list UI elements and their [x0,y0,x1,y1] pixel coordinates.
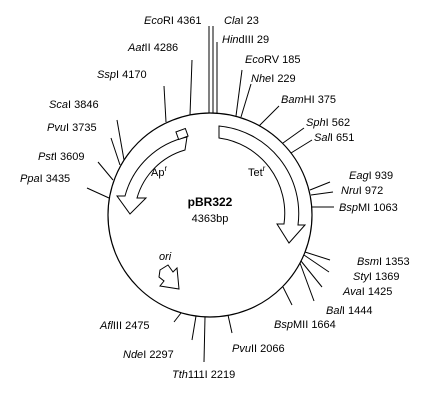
site-label-tth111i: Tth111I 2219 [172,369,235,381]
site-label-styi: StyI 1369 [353,271,400,283]
tick-pvuii [227,314,233,334]
ampicillin-gene-base: Ap [151,167,164,179]
site-label-pvuii: PvuII 2066 [232,343,285,355]
tick-sali [290,139,313,154]
site-label-bamhi: BamHI 375 [281,94,336,106]
tetracycline-gene-sup: r [263,164,266,173]
origin-arrow [158,264,180,290]
site-labels: EcoRI 4361 ClaI 23 HindIII 29 EcoRV 185 … [20,15,410,381]
site-label-bsmi: BsmI 1353 [357,256,410,268]
site-label-scai: ScaI 3846 [49,99,99,111]
site-label-bspmii: BspMII 1664 [274,319,336,331]
site-label-sphi: SphI 562 [306,117,350,129]
tick-nrui [310,191,334,196]
site-label-eagi: EagI 939 [349,170,393,182]
tick-ecorv [235,69,243,117]
ampicillin-gene-sup: r [164,164,167,173]
site-label-pvui: PvuI 3735 [47,122,97,134]
tetracycline-gene-label: Tetr [248,164,266,179]
tick-tth111i [203,316,206,363]
tick-bsmi [304,251,331,261]
tick-sphi [282,127,305,144]
site-label-clai: ClaI 23 [224,15,259,27]
tick-bamhi [258,105,280,127]
tick-ppai [86,187,110,199]
tick-bali [299,262,315,302]
ampicillin-gene-arrow [116,136,188,215]
tick-nhei [240,83,252,118]
plasmid-circle [107,112,313,318]
site-label-bali: BalI 1444 [326,305,373,317]
origin-label: ori [159,251,172,263]
site-label-avai: AvaI 1425 [342,286,392,298]
site-label-sali: SalI 651 [314,132,354,144]
plasmid-name: pBR322 [188,195,233,209]
tick-pvui [110,137,121,166]
tick-aatii [189,59,193,116]
tetracycline-gene-base: Tet [248,167,263,179]
site-label-ppai: PpaI 3435 [20,173,70,185]
tetracycline-gene-arrow [218,125,307,244]
tick-bspmii [282,286,293,306]
site-label-hindiii: HindIII 29 [222,34,269,46]
tick-eagi [309,181,331,191]
site-label-afliii: AflIII 2475 [99,320,150,332]
site-label-sspi: SspI 4170 [97,69,147,81]
plasmid-size: 4363bp [192,213,229,225]
tick-afliii [173,312,182,323]
site-label-ecorv: EcoRV 185 [245,54,300,66]
site-label-aatii: AatII 4286 [127,42,178,54]
ampicillin-gene-start [175,127,189,141]
site-label-ndei: NdeI 2297 [123,349,174,361]
site-label-psti: PstI 3609 [38,151,85,163]
ampicillin-gene-label: Apr [151,164,167,179]
tick-scai [116,119,125,161]
site-label-bspmi: BspMI 1063 [339,202,398,214]
tick-avai [300,260,323,288]
tick-ndei [191,315,197,341]
tick-psti [97,161,114,181]
site-ticks [86,26,334,363]
site-label-ecori: EcoRI 4361 [144,15,202,27]
tick-sspi [163,85,167,123]
tick-styi [303,254,330,273]
site-label-nhei: NheI 229 [251,73,296,85]
site-label-nrui: NruI 972 [341,185,383,197]
